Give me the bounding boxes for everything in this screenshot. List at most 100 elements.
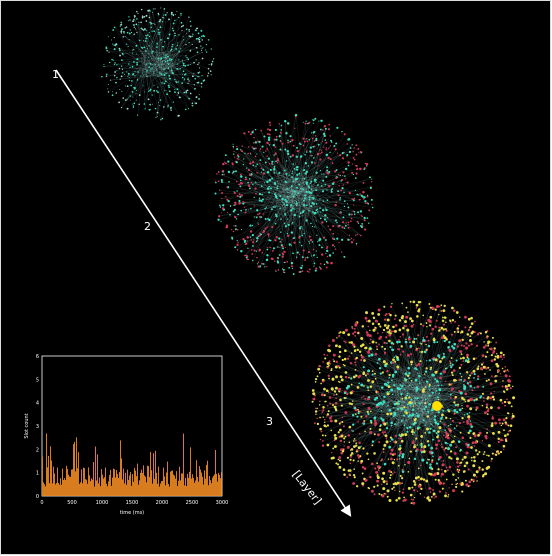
network-node bbox=[243, 239, 247, 242]
network-node bbox=[201, 35, 203, 38]
network-node bbox=[509, 429, 512, 432]
network-node bbox=[506, 369, 509, 371]
network-node bbox=[408, 457, 411, 460]
network-node bbox=[511, 414, 515, 418]
network-edge bbox=[439, 356, 501, 379]
network-node bbox=[212, 58, 215, 60]
stage-label-2: 2 bbox=[144, 220, 151, 233]
network-node bbox=[140, 8, 143, 11]
network-node bbox=[231, 229, 233, 231]
network-edge bbox=[394, 334, 468, 425]
network-node bbox=[460, 330, 464, 334]
network-node bbox=[391, 361, 395, 364]
network-node bbox=[347, 221, 350, 224]
network-edge bbox=[412, 388, 418, 408]
network-node bbox=[337, 458, 340, 461]
network-node bbox=[268, 163, 271, 165]
network-node bbox=[133, 15, 136, 17]
inset-bar bbox=[90, 481, 91, 496]
network-node bbox=[226, 186, 228, 188]
network-node bbox=[385, 440, 389, 444]
network-edge bbox=[299, 173, 301, 190]
network-node bbox=[346, 153, 349, 157]
network-edge bbox=[286, 179, 292, 187]
network-node bbox=[279, 207, 281, 210]
network-edge bbox=[232, 195, 313, 240]
network-node bbox=[468, 412, 471, 414]
network-node bbox=[315, 137, 318, 140]
network-edge bbox=[363, 373, 433, 408]
inset-bar bbox=[129, 475, 130, 496]
network-node bbox=[427, 318, 431, 322]
network-node bbox=[358, 350, 362, 353]
inset-bar bbox=[50, 446, 51, 496]
network-edge bbox=[342, 378, 430, 436]
network-edge bbox=[293, 141, 323, 181]
network-node bbox=[376, 332, 379, 335]
network-node bbox=[497, 406, 501, 410]
network-node bbox=[415, 397, 417, 400]
network-edge bbox=[137, 63, 144, 116]
network-edge bbox=[344, 332, 390, 414]
network-node bbox=[229, 213, 231, 216]
network-node bbox=[323, 218, 327, 221]
network-edge bbox=[301, 141, 308, 188]
network-edge bbox=[138, 24, 143, 71]
network-node bbox=[462, 421, 465, 424]
network-edge bbox=[391, 383, 410, 440]
network-node bbox=[412, 498, 415, 501]
network-node bbox=[467, 328, 471, 332]
network-node bbox=[314, 380, 317, 383]
network-node bbox=[267, 157, 270, 160]
network-edge bbox=[370, 386, 431, 400]
network-node bbox=[484, 373, 486, 375]
network-node bbox=[504, 438, 507, 441]
network-node bbox=[322, 200, 325, 202]
network-node bbox=[353, 197, 356, 200]
network-node bbox=[396, 407, 399, 410]
network-node bbox=[282, 201, 284, 203]
network-node bbox=[327, 410, 330, 413]
network-edge bbox=[391, 391, 408, 426]
network-node bbox=[178, 114, 180, 117]
inset-bar bbox=[123, 468, 124, 496]
network-node bbox=[461, 481, 464, 485]
inset-bar bbox=[173, 474, 174, 496]
inset-bar bbox=[63, 480, 64, 496]
network-node bbox=[283, 222, 286, 225]
network-node bbox=[313, 202, 316, 205]
network-node bbox=[287, 139, 289, 142]
network-node bbox=[379, 325, 382, 328]
network-node bbox=[260, 171, 263, 173]
network-node bbox=[381, 431, 384, 434]
network-edge bbox=[257, 202, 309, 215]
inset-bar bbox=[128, 480, 129, 496]
network-node bbox=[311, 155, 313, 157]
inset-bar bbox=[72, 469, 73, 496]
network-edge bbox=[304, 198, 373, 208]
network-node bbox=[105, 75, 108, 77]
network-edge bbox=[293, 187, 328, 218]
network-node bbox=[402, 488, 405, 491]
network-edge bbox=[136, 32, 148, 74]
network-node bbox=[453, 342, 457, 346]
network-node bbox=[497, 371, 499, 374]
network-node bbox=[502, 353, 505, 357]
network-node bbox=[357, 222, 360, 224]
network-node bbox=[340, 434, 344, 438]
network-edge bbox=[168, 60, 177, 83]
network-edge bbox=[412, 321, 432, 399]
network-node bbox=[356, 233, 359, 236]
network-edge bbox=[259, 150, 287, 186]
network-edge bbox=[360, 408, 415, 457]
network-node bbox=[238, 202, 241, 205]
network-node bbox=[504, 369, 507, 372]
network-node bbox=[371, 370, 374, 373]
network-edge bbox=[307, 145, 331, 178]
network-node bbox=[389, 476, 392, 479]
network-node bbox=[335, 408, 338, 412]
network-edge bbox=[339, 399, 394, 424]
network-edge bbox=[395, 302, 421, 425]
network-edge bbox=[402, 316, 431, 418]
network-edge bbox=[293, 188, 297, 258]
